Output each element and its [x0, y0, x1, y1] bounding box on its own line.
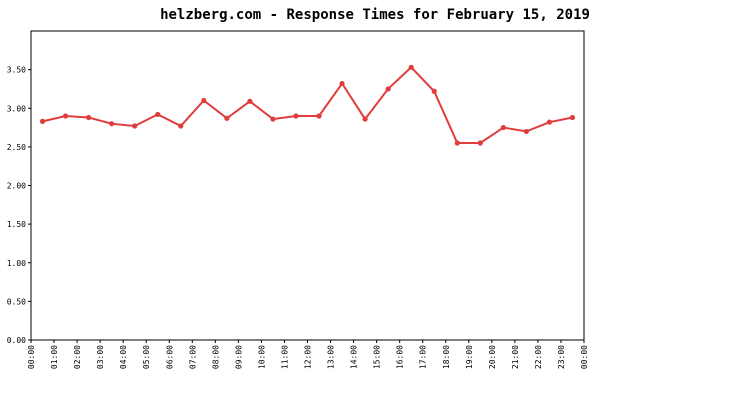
y-tick-label: 2.50	[7, 143, 26, 152]
x-tick-label: 09:00	[234, 345, 243, 369]
y-tick-label: 0.00	[7, 336, 26, 345]
line-point	[293, 113, 299, 119]
x-tick-label: 04:00	[119, 345, 128, 369]
x-tick-labels: 00:00 01:00 02:00 03:00 04:00 05:00 06:00 07:00…	[27, 345, 589, 369]
line-point	[523, 128, 529, 135]
x-tick-label: 12:00	[304, 345, 313, 369]
x-tick-label: 01:00	[50, 345, 59, 369]
x-tick-label: 20:00	[488, 345, 497, 369]
x-tick-label: 22:00	[534, 345, 543, 369]
x-tick-label: 19:00	[465, 345, 474, 369]
line-point	[62, 113, 69, 119]
x-tick-label: 18:00	[442, 345, 451, 369]
line-point	[546, 119, 553, 125]
line-point	[477, 140, 483, 146]
line-point	[86, 114, 92, 121]
x-tick-label: 21:00	[511, 345, 520, 369]
line-point	[132, 123, 138, 129]
response-line	[42, 65, 573, 144]
y-tick-label: 1.50	[7, 220, 26, 229]
y-tick-label: 0.50	[7, 297, 26, 306]
line-point	[454, 140, 460, 146]
line-point	[178, 123, 184, 129]
x-tick-label: 14:00	[350, 345, 359, 369]
line-point	[201, 97, 207, 104]
x-tick-label: 02:00	[73, 345, 82, 369]
chart-title: helzberg.com - Response Times for Februa…	[160, 7, 590, 23]
line-point	[39, 118, 46, 124]
x-tick-label: 16:00	[396, 345, 405, 369]
x-tick-label: 08:00	[211, 345, 220, 369]
plot-area	[30, 30, 585, 341]
x-tick-label: 11:00	[280, 345, 289, 369]
line-point	[385, 86, 391, 92]
x-tick-label: 05:00	[142, 345, 151, 369]
line-point	[224, 115, 230, 121]
x-tick-label: 15:00	[373, 345, 382, 369]
x-tick-label: 23:00	[557, 345, 566, 369]
line-point	[270, 116, 276, 122]
x-tick-label: 03:00	[96, 345, 105, 369]
line-point	[408, 64, 414, 70]
x-tick-label: 00:00	[27, 345, 36, 369]
x-tick-label: 17:00	[419, 345, 428, 369]
x-tick-label: 10:00	[257, 345, 266, 369]
line-point	[155, 111, 161, 118]
line-point	[109, 121, 115, 127]
line-point	[362, 116, 368, 122]
line-point	[247, 98, 253, 104]
x-tick-label: 07:00	[188, 345, 197, 369]
x-tick-label: 00:00	[580, 345, 589, 369]
line-point	[339, 80, 345, 87]
line-point	[431, 88, 437, 94]
y-tick-label: 2.00	[7, 182, 26, 191]
line-series	[39, 64, 576, 146]
y-tick-label: 3.00	[7, 104, 26, 113]
y-tick-label: 1.00	[7, 259, 26, 268]
y-tick-label: 3.50	[7, 66, 26, 75]
y-tick-labels: 0.00 0.50 1.00 1.50 2.00 2.50 3.00 3.50	[7, 66, 26, 345]
axes	[28, 30, 585, 343]
line-point	[316, 113, 322, 119]
line-point	[500, 124, 506, 131]
x-tick-label: 13:00	[327, 345, 336, 369]
x-tick-label: 06:00	[165, 345, 174, 369]
line-point	[569, 114, 576, 121]
